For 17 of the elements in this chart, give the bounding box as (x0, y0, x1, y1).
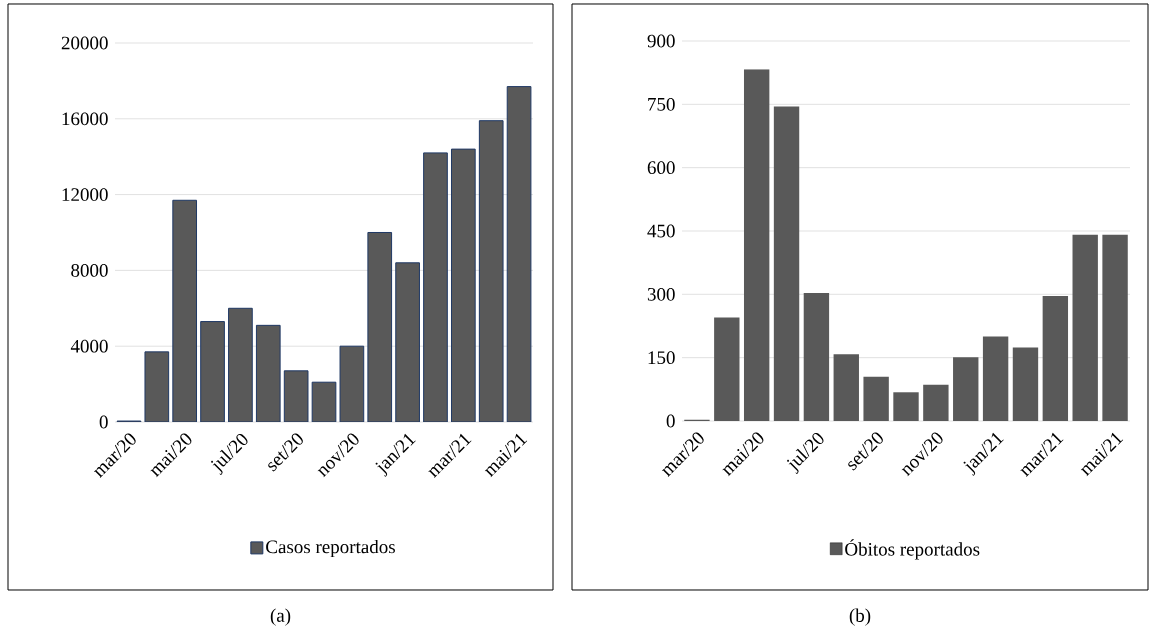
y-tick-label: 600 (647, 161, 675, 175)
y-tick-label: 900 (647, 34, 675, 48)
y-tick-label: 16000 (62, 112, 108, 126)
y-tick-label: 20000 (61, 36, 108, 50)
text: (b) (849, 608, 871, 626)
legend-label: Óbitos reportados (845, 539, 980, 560)
y-tick-label: 0 (99, 415, 108, 429)
y-tick-label: 450 (647, 224, 675, 238)
legend-label: Casos reportados (266, 539, 395, 558)
y-tick-label: 300 (647, 287, 675, 301)
y-tick-label: 8000 (71, 263, 108, 277)
y-tick-label: 12000 (62, 188, 108, 201)
y-tick-label: 4000 (70, 339, 108, 353)
y-tick-label: 0 (666, 414, 675, 428)
text: (a) (270, 608, 291, 626)
y-tick-label: 150 (648, 351, 675, 365)
y-tick-label: 750 (648, 97, 675, 111)
